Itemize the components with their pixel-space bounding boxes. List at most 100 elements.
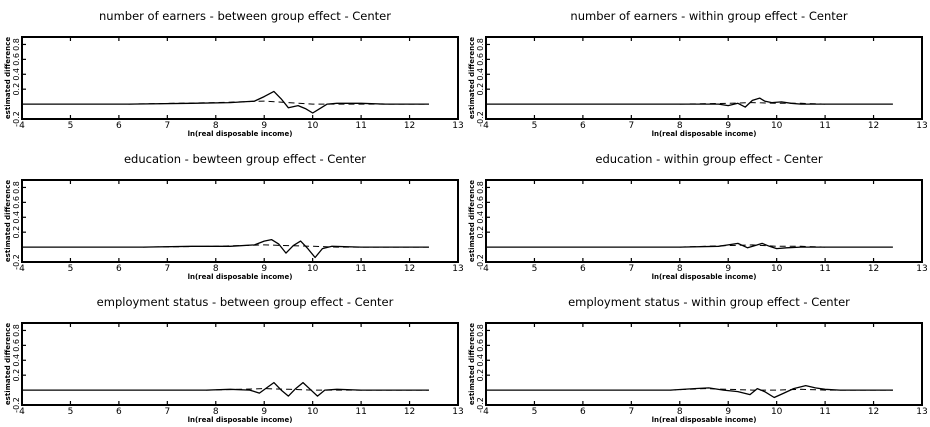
- x-tick-label: 6: [580, 121, 586, 131]
- y-tick-label: 0.8: [476, 181, 485, 194]
- x-tick-label: 10: [307, 407, 319, 417]
- x-tick-label: 13: [452, 407, 463, 417]
- x-tick-label: 8: [213, 264, 219, 274]
- chart-panel-6: employment status - within group effect …: [468, 295, 928, 424]
- x-tick-label: 9: [725, 407, 731, 417]
- y-tick-label: 0.2: [12, 83, 21, 96]
- x-tick-label: 10: [307, 121, 319, 131]
- chart-panel-1: number of earners - between group effect…: [4, 9, 464, 138]
- y-axis-label: estimated difference: [4, 323, 12, 405]
- x-axis-label: ln(real disposable income): [652, 416, 757, 424]
- x-tick-label: 13: [916, 264, 927, 274]
- x-tick-label: 12: [404, 407, 415, 417]
- x-tick-label: 6: [116, 121, 122, 131]
- y-tick-label: 0.8: [12, 38, 21, 51]
- x-tick-label: 11: [819, 407, 830, 417]
- x-tick-label: 11: [355, 121, 366, 131]
- x-tick-label: 13: [916, 121, 927, 131]
- y-tick-label: 0.6: [12, 339, 21, 352]
- y-tick-label: 0.4: [476, 211, 485, 224]
- y-tick-label: 0.2: [476, 369, 485, 382]
- x-tick-label: 11: [819, 121, 830, 131]
- x-tick-label: 10: [771, 121, 783, 131]
- series-line-solid: [22, 90, 429, 114]
- x-tick-label: 12: [868, 121, 879, 131]
- y-tick-label: 0.8: [12, 181, 21, 194]
- series-line-dashed: [679, 244, 826, 248]
- plot-frame: [485, 36, 923, 120]
- y-tick-label: 0.6: [476, 339, 485, 352]
- x-tick-label: 11: [355, 264, 366, 274]
- series-line-solid: [486, 384, 893, 399]
- x-tick-label: 5: [68, 407, 74, 417]
- series-line-dashed: [670, 388, 893, 391]
- x-tick-label: 8: [677, 407, 683, 417]
- y-tick-label: -0.2: [12, 397, 21, 413]
- x-tick-label: 8: [677, 264, 683, 274]
- x-tick-label: 5: [532, 121, 538, 131]
- x-tick-label: 5: [68, 121, 74, 131]
- x-tick-label: 5: [532, 407, 538, 417]
- y-tick-label: 0.2: [12, 226, 21, 239]
- x-tick-label: 12: [868, 264, 879, 274]
- y-tick-label: -0.2: [476, 111, 485, 127]
- x-tick-label: 4: [19, 121, 25, 131]
- chart-panel-4: education - within group effect - Center…: [468, 152, 928, 281]
- chart-panel-3: education - bewteen group effect - Cente…: [4, 152, 464, 281]
- x-tick-label: 4: [483, 121, 489, 131]
- x-tick-label: 9: [261, 407, 267, 417]
- y-tick-label: 0.8: [12, 324, 21, 337]
- y-tick-label: -0.2: [12, 254, 21, 270]
- y-axis-label: estimated difference: [468, 37, 476, 119]
- plot-frame: [485, 179, 923, 263]
- y-tick-label: 0.6: [476, 196, 485, 209]
- x-tick-label: 7: [628, 407, 634, 417]
- y-tick-label: 0.4: [12, 211, 21, 224]
- y-tick-label: 0.8: [476, 324, 485, 337]
- y-axis-label: estimated difference: [468, 323, 476, 405]
- chart-title: education - within group effect - Center: [595, 152, 822, 166]
- y-tick-label: 0.6: [12, 196, 21, 209]
- y-tick-label: 0.6: [12, 53, 21, 66]
- x-tick-label: 12: [404, 121, 415, 131]
- y-tick-label: 0.4: [476, 68, 485, 81]
- series-line-solid: [22, 381, 429, 397]
- x-tick-label: 7: [164, 121, 170, 131]
- y-tick-label: 0.4: [12, 68, 21, 81]
- x-tick-label: 10: [771, 407, 783, 417]
- x-tick-label: 9: [725, 264, 731, 274]
- x-tick-label: 7: [164, 407, 170, 417]
- x-tick-label: 12: [404, 264, 415, 274]
- y-tick-label: 0.4: [12, 354, 21, 367]
- series-line-dashed: [143, 244, 429, 248]
- chart-title: employment status - between group effect…: [97, 295, 394, 309]
- x-axis-label: ln(real disposable income): [188, 416, 293, 424]
- y-tick-label: 0.4: [476, 354, 485, 367]
- x-tick-label: 8: [677, 121, 683, 131]
- x-tick-label: 6: [580, 264, 586, 274]
- series-line-dashed: [679, 102, 826, 105]
- chart-title: number of earners - between group effect…: [99, 9, 391, 23]
- chart-panel-2: number of earners - within group effect …: [468, 9, 928, 138]
- plot-frame: [485, 322, 923, 406]
- y-tick-label: 0.2: [12, 369, 21, 382]
- series-line-solid: [486, 97, 893, 108]
- series-line-solid: [486, 242, 893, 250]
- x-tick-label: 4: [483, 264, 489, 274]
- chart-title: number of earners - within group effect …: [570, 9, 847, 23]
- y-tick-label: 0.6: [476, 53, 485, 66]
- series-line-dashed: [128, 100, 429, 105]
- y-axis-label: estimated difference: [4, 180, 12, 262]
- chart-title: employment status - within group effect …: [568, 295, 850, 309]
- x-tick-label: 7: [164, 264, 170, 274]
- x-tick-label: 5: [532, 264, 538, 274]
- x-tick-label: 9: [261, 121, 267, 131]
- plot-frame: [21, 179, 459, 263]
- x-axis-label: ln(real disposable income): [652, 130, 757, 138]
- y-axis-label: estimated difference: [4, 37, 12, 119]
- x-tick-label: 11: [355, 407, 366, 417]
- x-tick-label: 13: [452, 121, 463, 131]
- x-axis-label: ln(real disposable income): [652, 273, 757, 281]
- x-tick-label: 8: [213, 121, 219, 131]
- x-tick-label: 9: [725, 121, 731, 131]
